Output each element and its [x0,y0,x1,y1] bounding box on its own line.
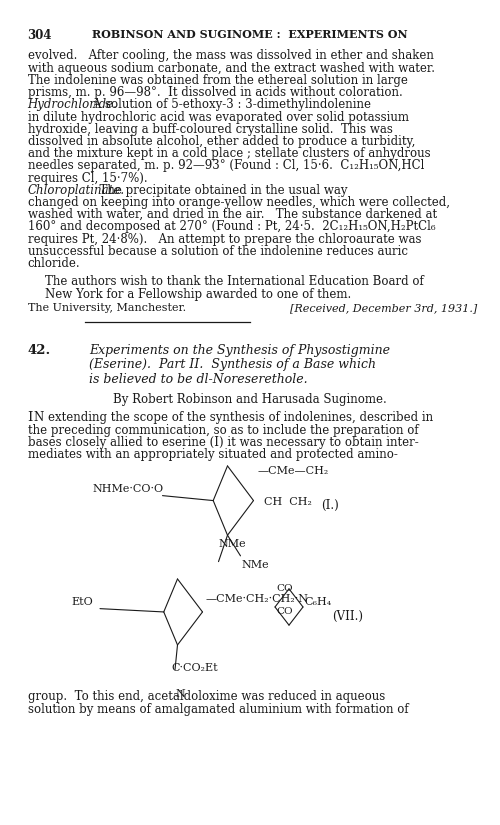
Text: [Received, December 3rd, 1931.]: [Received, December 3rd, 1931.] [290,304,477,314]
Text: EtO: EtO [71,597,93,607]
Text: CO: CO [276,584,293,593]
Text: mediates with an appropriately situated and protected amino-: mediates with an appropriately situated … [28,448,398,461]
Text: ROBINSON AND SUGINOME :  EXPERIMENTS ON: ROBINSON AND SUGINOME : EXPERIMENTS ON [92,29,408,40]
Text: (I.): (I.) [321,499,339,512]
Text: —CMe—CH₂: —CMe—CH₂ [258,466,329,476]
Text: 42.: 42. [28,344,51,356]
Text: hydroxide, leaving a buff-coloured crystalline solid.  This was: hydroxide, leaving a buff-coloured cryst… [28,123,392,136]
Text: group.  To this end, acetaldoloxime was reduced in aqueous: group. To this end, acetaldoloxime was r… [28,691,385,704]
Text: I: I [28,412,33,424]
Text: unsuccessful because a solution of the indolenine reduces auric: unsuccessful because a solution of the i… [28,245,407,258]
Text: The precipitate obtained in the usual way: The precipitate obtained in the usual wa… [92,184,348,197]
Text: dissolved in absolute alcohol, ether added to produce a turbidity,: dissolved in absolute alcohol, ether add… [28,135,415,148]
Text: NMe: NMe [242,560,269,570]
Text: CH  CH₂: CH CH₂ [264,497,312,507]
Text: washed with water, and dried in the air.   The substance darkened at: washed with water, and dried in the air.… [28,208,436,221]
Text: (Eserine).  Part II.  Synthesis of a Base which: (Eserine). Part II. Synthesis of a Base … [89,358,376,371]
Text: (VII.): (VII.) [332,610,363,624]
Text: requires Pt, 24·8%).   An attempt to prepare the chloroaurate was: requires Pt, 24·8%). An attempt to prepa… [28,233,421,246]
Text: CO: CO [276,606,293,615]
Text: The authors wish to thank the International Education Board of: The authors wish to thank the Internatio… [45,276,424,289]
Text: prisms, m. p. 96—98°.  It dissolved in acids without coloration.: prisms, m. p. 96—98°. It dissolved in ac… [28,86,402,99]
Text: changed on keeping into orange-yellow needles, which were collected,: changed on keeping into orange-yellow ne… [28,196,450,209]
Text: needles separated, m. p. 92—93° (Found : Cl, 15·6.  C₁₂H₁₅ON,HCl: needles separated, m. p. 92—93° (Found :… [28,159,424,172]
Text: The indolenine was obtained from the ethereal solution in large: The indolenine was obtained from the eth… [28,74,407,87]
Text: solution by means of amalgamated aluminium with formation of: solution by means of amalgamated alumini… [28,703,408,715]
Text: NHMe·CO·O: NHMe·CO·O [92,484,164,494]
Text: The University, Manchester.: The University, Manchester. [28,304,186,314]
Text: 304: 304 [28,29,52,42]
Text: evolved.   After cooling, the mass was dissolved in ether and shaken: evolved. After cooling, the mass was dis… [28,50,434,63]
Text: Hydrochloride.: Hydrochloride. [28,98,118,111]
Text: bases closely allied to eserine (I) it was necessary to obtain inter-: bases closely allied to eserine (I) it w… [28,436,418,449]
Text: with aqueous sodium carbonate, and the extract washed with water.: with aqueous sodium carbonate, and the e… [28,62,434,75]
Text: and the mixture kept in a cold place ; stellate clusters of anhydrous: and the mixture kept in a cold place ; s… [28,147,430,160]
Text: C·CO₂Et: C·CO₂Et [172,663,218,673]
Text: Chloroplatinate.: Chloroplatinate. [28,184,124,197]
Text: —CMe·CH₂·CH₂·N: —CMe·CH₂·CH₂·N [206,594,308,604]
Text: A solution of 5-ethoxy-3 : 3-dimethylindolenine: A solution of 5-ethoxy-3 : 3-dimethylind… [89,98,371,111]
Text: NMe: NMe [218,539,246,549]
Text: the preceding communication, so as to include the preparation of: the preceding communication, so as to in… [28,423,418,436]
Text: chloride.: chloride. [28,257,80,270]
Text: N extending the scope of the synthesis of indolenines, described in: N extending the scope of the synthesis o… [34,412,433,424]
Text: 160° and decomposed at 270° (Found : Pt, 24·5.  2C₁₂H₁₅ON,H₂PtCl₆: 160° and decomposed at 270° (Found : Pt,… [28,220,435,233]
Text: By Robert Robinson and Harusada Suginome.: By Robert Robinson and Harusada Suginome… [113,393,387,406]
Text: in dilute hydrochloric acid was evaporated over solid potassium: in dilute hydrochloric acid was evaporat… [28,111,408,124]
Text: New York for a Fellowship awarded to one of them.: New York for a Fellowship awarded to one… [45,288,351,300]
Text: Experiments on the Synthesis of Physostigmine: Experiments on the Synthesis of Physosti… [89,344,390,356]
Text: requires Cl, 15·7%).: requires Cl, 15·7%). [28,172,147,185]
Text: C₆H₄: C₆H₄ [304,597,332,607]
Text: is believed to be dl-Noreserethole.: is believed to be dl-Noreserethole. [89,373,308,385]
Text: N: N [175,690,185,700]
